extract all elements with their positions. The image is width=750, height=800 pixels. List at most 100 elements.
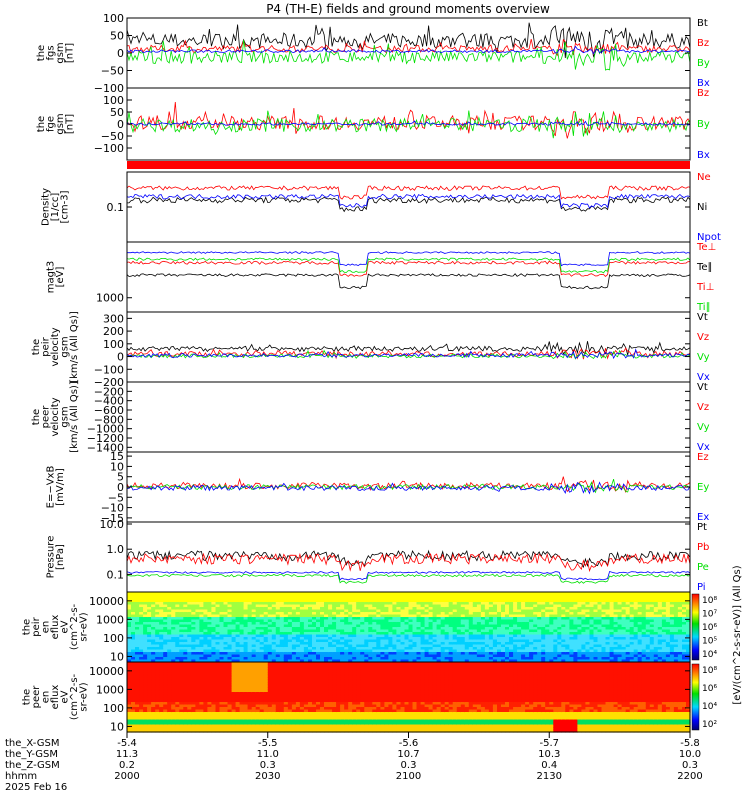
heatmap-cell [545, 612, 550, 616]
heatmap-cell [537, 632, 542, 636]
heatmap-cell [637, 659, 643, 663]
heatmap-cell [247, 647, 253, 651]
heatmap-cell [501, 659, 506, 663]
heatmap-cell [143, 709, 148, 713]
heatmap-cell [187, 687, 192, 691]
heatmap-cell [408, 624, 414, 628]
heatmap-cell [231, 662, 237, 666]
heatmap-cell [203, 719, 208, 723]
heatmap-cell [231, 639, 237, 643]
heatmap-cell [147, 617, 152, 621]
heatmap-cell [324, 644, 329, 648]
heatmap-cell [412, 649, 418, 653]
heatmap-cell [521, 627, 526, 631]
heatmap-cell [239, 617, 245, 621]
heatmap-cell [428, 607, 434, 611]
heatmap-cell [432, 659, 438, 663]
heatmap-cell [195, 599, 200, 603]
heatmap-cell [533, 622, 538, 626]
heatmap-cell [682, 619, 687, 623]
heatmap-cell [223, 604, 229, 608]
heatmap-cell [686, 637, 691, 641]
heatmap-cell [171, 592, 176, 596]
heatmap-cell [673, 629, 679, 633]
heatmap-cell [223, 654, 229, 658]
heatmap-cell [404, 644, 410, 648]
heatmap-cell [480, 629, 486, 633]
heatmap-cell [336, 654, 341, 658]
heatmap-cell [557, 659, 562, 663]
heatmap-cell [171, 714, 176, 718]
heatmap-cell [259, 607, 265, 611]
heatmap-cell [183, 677, 188, 681]
heatmap-cell [505, 597, 510, 601]
heatmap-cell [621, 597, 627, 601]
heatmap-cell [529, 604, 534, 608]
heatmap-cell [195, 622, 200, 626]
heatmap-cell [497, 612, 502, 616]
heatmap-cell [597, 602, 603, 606]
heatmap-cell [211, 699, 216, 703]
heatmap-cell [312, 634, 317, 638]
heatmap-cell [653, 614, 659, 618]
heatmap-cell [183, 707, 188, 711]
heatmap-cell [533, 609, 538, 613]
heatmap-cell [191, 664, 196, 668]
heatmap-cell [316, 629, 321, 633]
heatmap-cell [436, 654, 442, 658]
heatmap-cell [167, 697, 172, 701]
heatmap-cell [163, 697, 168, 701]
heatmap-cell [199, 659, 204, 663]
heatmap-cell [549, 609, 554, 613]
heatmap-cell [239, 674, 245, 678]
heatmap-cell [283, 644, 289, 648]
heatmap-cell [219, 707, 225, 711]
heatmap-cell [565, 639, 570, 643]
heatmap-cell [179, 712, 184, 716]
heatmap-cell [525, 644, 530, 648]
heatmap-cell [203, 664, 208, 668]
heatmap-cell [537, 592, 542, 596]
heatmap-cell [609, 599, 615, 603]
heatmap-cell [159, 609, 164, 613]
ylabel: fgs [45, 45, 56, 60]
heatmap-cell [497, 594, 502, 598]
heatmap-cell [505, 639, 510, 643]
heatmap-cell [155, 592, 160, 596]
heatmap-cell [131, 612, 136, 616]
heatmap-cell [127, 642, 132, 646]
heatmap-cell [247, 599, 253, 603]
heatmap-cell [420, 642, 426, 646]
heatmap-cell [187, 622, 192, 626]
heatmap-cell [573, 627, 578, 631]
heatmap-cell [199, 707, 204, 711]
heatmap-cell [400, 609, 406, 613]
heatmap-cell [235, 699, 241, 703]
heatmap-cell [348, 612, 353, 616]
heatmap-cell [352, 639, 357, 643]
heatmap-cell [332, 647, 337, 651]
heatmap-cell [565, 622, 570, 626]
ylabel: the [36, 116, 47, 132]
heatmap-cell [155, 729, 160, 733]
heatmap-cell [408, 607, 414, 611]
heatmap-cell [585, 659, 590, 663]
heatmap-cell [388, 609, 393, 613]
heatmap-cell [223, 717, 229, 721]
heatmap-cell [171, 674, 176, 678]
heatmap-cell [243, 694, 249, 698]
heatmap-cell [541, 614, 546, 618]
heatmap-cell [131, 634, 136, 638]
heatmap-cell [231, 704, 237, 708]
series-efield-1 [126, 478, 691, 494]
heatmap-cell [665, 639, 671, 643]
heatmap-cell [131, 664, 136, 668]
heatmap-cell [231, 687, 237, 691]
heatmap-cell [135, 652, 140, 656]
heatmap-cell [175, 644, 180, 648]
heatmap-cell [537, 637, 542, 641]
heatmap-cell [147, 719, 152, 723]
heatmap-cell [203, 717, 208, 721]
heatmap-cell [344, 597, 349, 601]
